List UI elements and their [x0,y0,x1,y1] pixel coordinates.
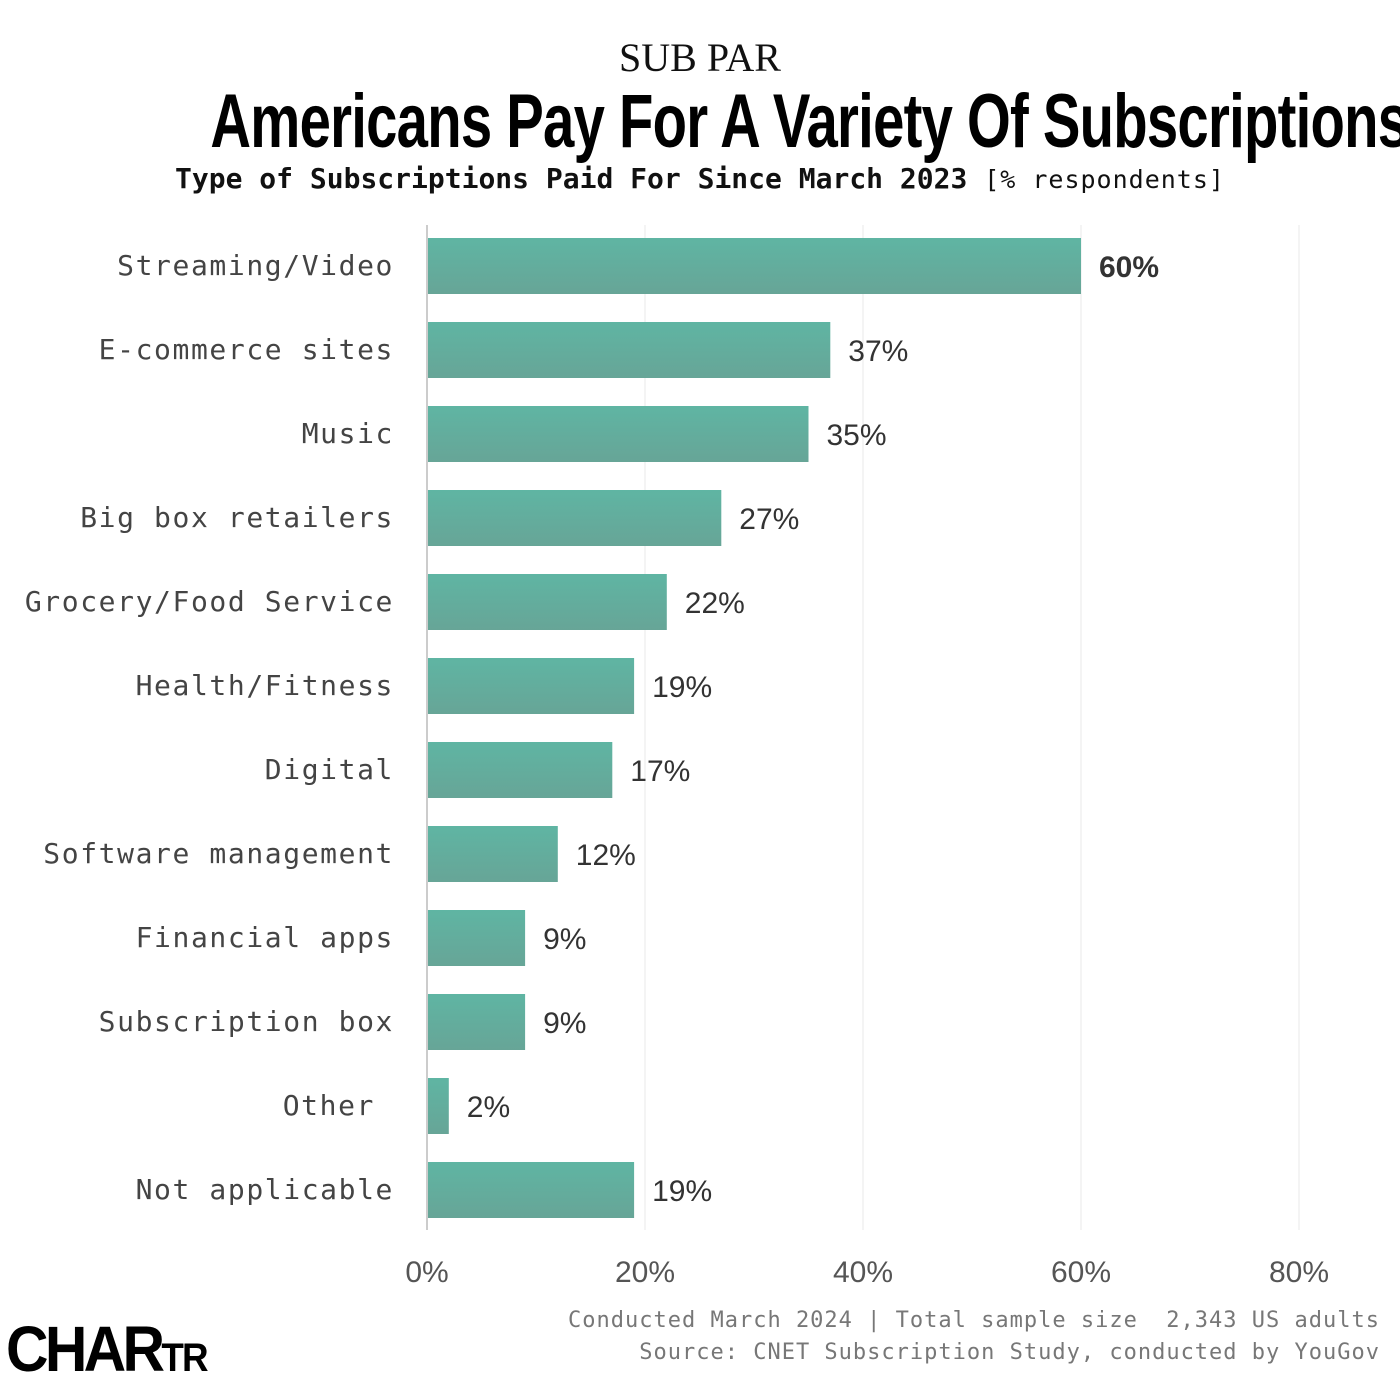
bar [428,322,831,378]
value-label: 60% [1099,251,1159,284]
category-label: Big box retailers [80,501,394,534]
x-tick-label: 0% [405,1256,448,1289]
category-label: Other [283,1089,375,1122]
bar [428,1078,449,1134]
value-label: 12% [576,839,636,872]
x-tick-label: 20% [615,1256,675,1289]
footer-source: Source: CNET Subscription Study, conduct… [639,1340,1380,1365]
value-label: 27% [739,503,799,536]
category-label: Not applicable [136,1173,394,1206]
bar [428,658,635,714]
value-label: 37% [848,335,908,368]
value-label: 2% [467,1091,510,1124]
bar [428,238,1081,294]
category-label: E-commerce sites [99,333,394,366]
bar [428,490,722,546]
value-label: 9% [543,1007,586,1040]
value-label: 9% [543,923,586,956]
category-label: Financial apps [136,921,394,954]
category-label: Grocery/Food Service [25,585,394,618]
category-label: Software management [43,837,394,870]
value-label: 22% [685,587,745,620]
category-label: Subscription box [99,1005,394,1038]
footer-methodology: Conducted March 2024 | Total sample size… [568,1308,1380,1333]
x-tick-label: 40% [833,1256,893,1289]
bar [428,406,809,462]
chart-subtitle: Type of Subscriptions Paid For Since Mar… [0,162,1400,195]
category-label: Streaming/Video [117,249,394,282]
subtitle-text: Type of Subscriptions Paid For Since Mar… [175,162,968,195]
x-tick-label: 60% [1051,1256,1111,1289]
bar [428,742,613,798]
unit-label: [% respondents] [984,165,1225,194]
bar [428,910,526,966]
value-label: 19% [652,1175,712,1208]
category-label: Music [302,417,394,450]
value-label: 35% [827,419,887,452]
category-label: Health/Fitness [136,669,394,702]
chartr-logo: CHARTR [6,1313,209,1385]
kicker: SUB PAR [619,35,781,80]
value-label: 17% [630,755,690,788]
bar [428,826,558,882]
chart-title: Americans Pay For A Variety Of Subscript… [210,79,1400,164]
bar [428,994,526,1050]
category-label: Digital [265,753,394,786]
value-label: 19% [652,671,712,704]
x-tick-label: 80% [1269,1256,1329,1289]
bar [428,1162,635,1218]
bar [428,574,667,630]
